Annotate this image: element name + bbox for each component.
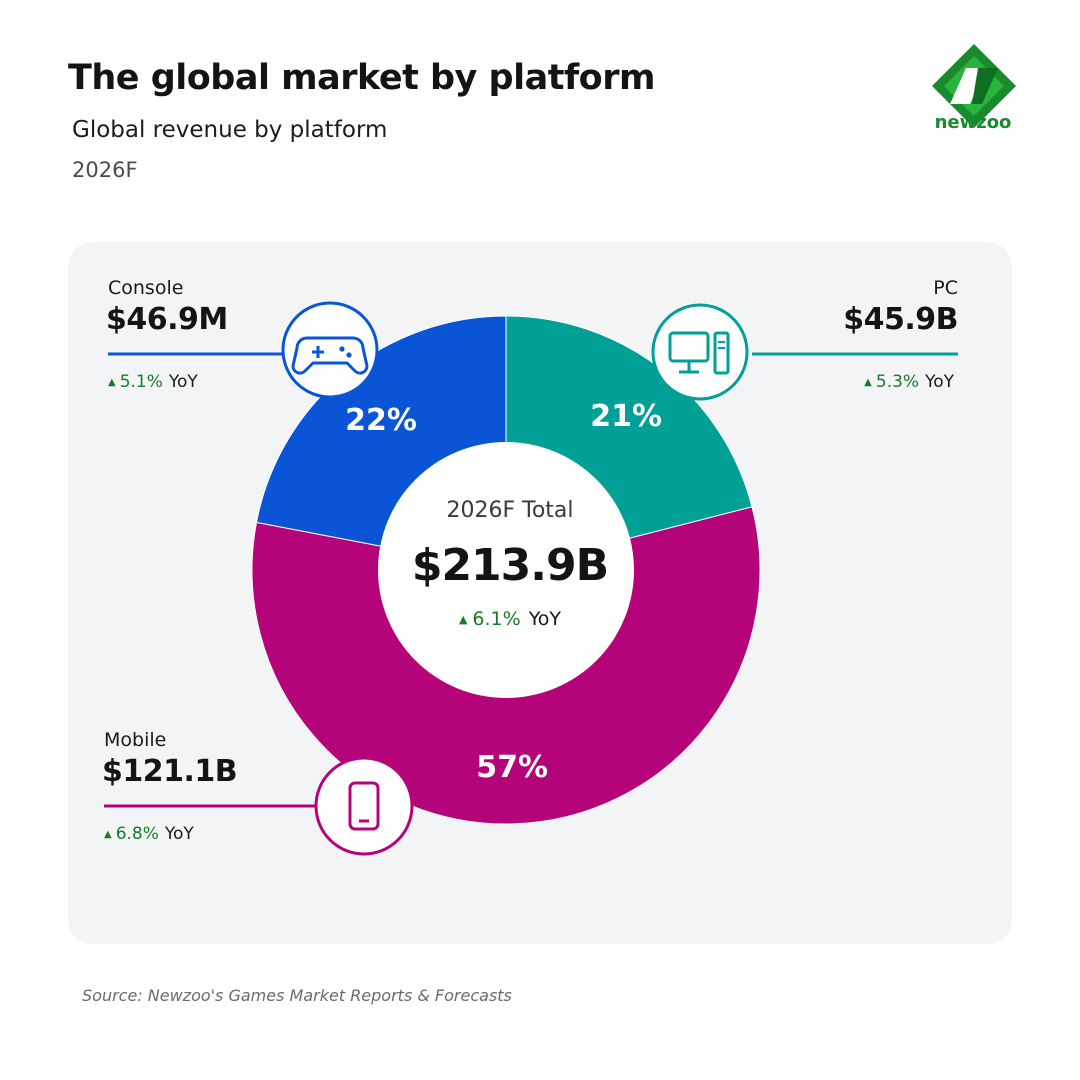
mobile-value: $121.1B <box>102 754 238 789</box>
chart-title: The global market by platform <box>68 58 655 98</box>
gamepad-icon <box>281 301 379 399</box>
trend-up-icon: ▲ <box>104 829 112 840</box>
newzoo-logo-text: newzoo <box>934 112 1012 133</box>
slice-label-mobile: 57% <box>476 750 548 785</box>
chart-period: 2026F <box>72 158 138 182</box>
mobile-label: Mobile <box>104 729 167 751</box>
slice-label-console: 22% <box>345 403 417 438</box>
center-yoy-label: YoY <box>528 608 562 630</box>
source-note: Source: Newzoo's Games Market Reports & … <box>82 986 512 1005</box>
center-total-value: $213.9B <box>411 540 609 591</box>
mobile-yoy-value: 6.8% <box>115 824 159 844</box>
center-total-label: 2026F Total <box>446 498 574 523</box>
console-yoy-value: 5.1% <box>119 372 163 392</box>
center-yoy-value: 6.1% <box>472 608 521 630</box>
console-label: Console <box>108 277 184 299</box>
slice-label-pc: 21% <box>590 399 662 434</box>
donut-hole <box>378 442 634 698</box>
pc-value: $45.9B <box>843 302 958 337</box>
smartphone-icon <box>314 756 414 856</box>
pc-yoy: ▲ 5.3% YoY <box>760 372 954 392</box>
pc-label: PC <box>933 277 958 299</box>
pc-yoy-label: YoY <box>925 372 954 392</box>
console-yoy: ▲ 5.1% YoY <box>108 372 198 392</box>
mobile-yoy: ▲ 6.8% YoY <box>104 824 194 844</box>
console-value: $46.9M <box>106 302 228 337</box>
trend-up-icon: ▲ <box>864 377 872 388</box>
desktop-computer-icon <box>651 303 749 401</box>
newzoo-logo-icon <box>932 44 1016 128</box>
center-yoy: ▲ 6.1% YoY <box>380 608 640 630</box>
trend-up-icon: ▲ <box>108 377 116 388</box>
console-yoy-label: YoY <box>168 372 198 392</box>
chart-subtitle: Global revenue by platform <box>72 117 388 143</box>
pc-yoy-value: 5.3% <box>875 372 920 392</box>
mobile-yoy-label: YoY <box>164 824 194 844</box>
trend-up-icon: ▲ <box>458 613 468 626</box>
